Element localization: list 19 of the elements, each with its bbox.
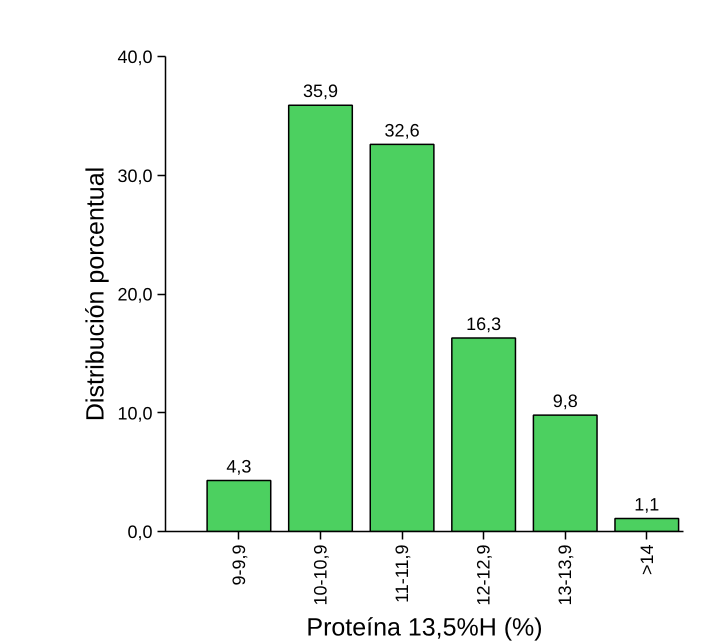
y-axis-title: Distribución porcentual <box>81 166 110 422</box>
data-label: 16,3 <box>466 314 502 334</box>
data-label: 1,1 <box>634 494 660 514</box>
y-tick-label: 0,0 <box>127 522 153 542</box>
y-tick-label: 20,0 <box>117 284 153 304</box>
x-tick-label: 9-9,9 <box>228 544 249 586</box>
x-tick-label: 10-10,9 <box>310 544 330 606</box>
data-label: 32,6 <box>384 120 420 140</box>
x-tick-label: 13-13,9 <box>555 544 576 606</box>
y-tick-label: 40,0 <box>117 47 153 67</box>
x-tick-label: 11-11,9 <box>392 544 412 603</box>
x-axis-title: Proteína 13,5%H (%) <box>306 614 543 642</box>
x-tick-label: 12-12,9 <box>474 544 494 606</box>
data-label: 4,3 <box>226 456 252 476</box>
x-tick-label: >14 <box>636 544 657 576</box>
data-label: 35,9 <box>302 81 338 102</box>
y-tick-label: 10,0 <box>117 403 153 424</box>
y-tick-label: 30,0 <box>117 166 153 186</box>
data-label: 9,8 <box>552 391 578 412</box>
